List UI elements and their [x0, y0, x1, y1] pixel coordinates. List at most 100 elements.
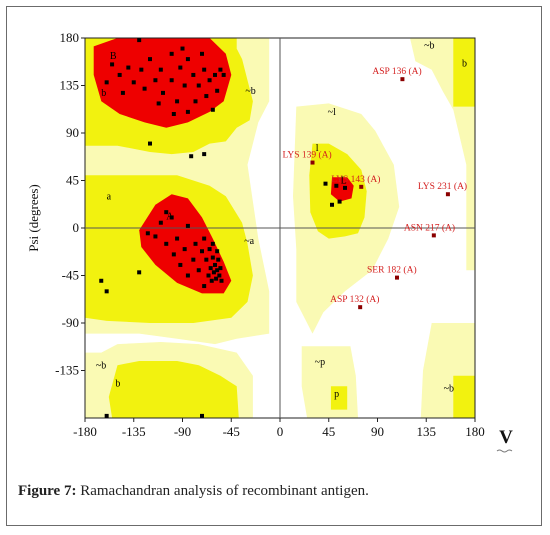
outlier-label: ASN 217 (A): [404, 222, 455, 233]
residue-point: [126, 65, 131, 70]
outlier-point: [431, 233, 436, 238]
residue-point: [104, 80, 109, 85]
residue-point: [207, 78, 212, 83]
x-tick-label: 90: [371, 424, 384, 439]
residue-point: [145, 231, 150, 236]
residue-point: [131, 80, 136, 85]
y-tick-label: -135: [55, 363, 79, 378]
residue-point: [218, 67, 223, 72]
residue-point: [185, 109, 190, 114]
region-label: ~p: [315, 357, 325, 368]
region-label: B: [110, 51, 117, 62]
residue-point: [164, 241, 169, 246]
residue-point: [213, 72, 217, 77]
generous-region: [301, 346, 358, 418]
allowed-region: [453, 375, 475, 418]
residue-point: [171, 252, 176, 257]
residue-point: [219, 278, 224, 283]
region-label: ~l: [328, 107, 336, 118]
residue-point: [99, 278, 104, 283]
outlier-point: [400, 77, 405, 82]
residue-point: [330, 202, 334, 207]
core-region: [93, 38, 232, 128]
residue-point: [200, 51, 204, 56]
x-tick-label: -45: [223, 424, 240, 439]
x-tick-label: 0: [277, 424, 284, 439]
residue-point: [110, 62, 115, 67]
residue-point: [104, 413, 109, 418]
residue-point: [193, 99, 198, 104]
residue-point: [216, 257, 221, 262]
region-label: ~b: [424, 41, 434, 52]
residue-point: [158, 67, 163, 72]
residue-point: [117, 72, 122, 77]
residue-point: [202, 152, 207, 157]
residue-point: [202, 67, 207, 72]
plot-axes: -180 -135 -90 -45 0 45 90 135 180 180 135 90 45 0 -45 -…: [26, 30, 513, 453]
residue-point: [171, 112, 176, 116]
residue-point: [343, 185, 347, 190]
residue-point: [178, 262, 183, 267]
y-axis-label: Psi (degrees): [26, 184, 41, 252]
residue-point: [148, 57, 152, 62]
residue-point: [156, 101, 161, 106]
y-tick-label: -45: [62, 268, 79, 283]
region-label: p: [334, 389, 339, 400]
region-label: b: [115, 378, 120, 389]
residue-point: [215, 88, 220, 93]
residue-point: [217, 273, 222, 278]
x-axis-label: V: [499, 427, 513, 448]
residue-point: [204, 94, 209, 99]
caption-text: Ramachandran analysis of recombinant ant…: [76, 483, 369, 499]
y-tick-label: 0: [73, 220, 80, 235]
residue-point: [139, 67, 144, 72]
residue-point: [221, 72, 226, 77]
residue-point: [189, 154, 194, 159]
residue-point: [200, 249, 204, 254]
residue-point: [161, 90, 165, 95]
residue-point: [206, 273, 211, 278]
residue-point: [215, 268, 220, 273]
residue-point: [182, 83, 187, 88]
residue-point: [185, 57, 190, 62]
region-label: ~b: [245, 86, 255, 97]
residue-point: [337, 199, 342, 204]
outlier-point: [445, 192, 450, 197]
residue-point: [202, 236, 207, 241]
residue-point: [137, 270, 142, 275]
region-label: b: [101, 88, 106, 99]
region-label: ~a: [244, 236, 254, 247]
outlier-label: LYS 231 (A): [418, 181, 467, 192]
residue-point: [120, 90, 125, 95]
residue-point: [323, 181, 328, 186]
residue-point: [214, 276, 219, 281]
residue-point: [191, 257, 196, 262]
residue-point: [204, 257, 209, 262]
residue-point: [209, 278, 214, 283]
residue-point: [182, 247, 187, 252]
residue-point: [104, 289, 109, 294]
region-label: b: [462, 59, 467, 70]
x-tick-label: 135: [417, 424, 437, 439]
residue-point: [218, 266, 223, 271]
outlier-point: [310, 160, 315, 165]
x-tick-label: 45: [322, 424, 335, 439]
region-label: L: [341, 176, 347, 187]
outlier-point: [359, 184, 364, 189]
residue-point: [153, 78, 158, 83]
residue-point: [210, 241, 215, 246]
outlier-label: LYS 143 (A): [331, 174, 380, 185]
y-tick-label: -90: [62, 315, 79, 330]
residue-point: [148, 141, 152, 146]
residue-point: [193, 241, 198, 246]
allowed-region: [108, 361, 239, 418]
core-region: [139, 194, 232, 294]
residue-point: [175, 99, 180, 104]
allowed-region: [330, 386, 348, 410]
residue-point: [153, 234, 158, 239]
residue-point: [196, 268, 201, 273]
residue-point: [207, 247, 212, 252]
residue-point: [215, 249, 220, 254]
y-tick-label: 180: [60, 30, 80, 45]
